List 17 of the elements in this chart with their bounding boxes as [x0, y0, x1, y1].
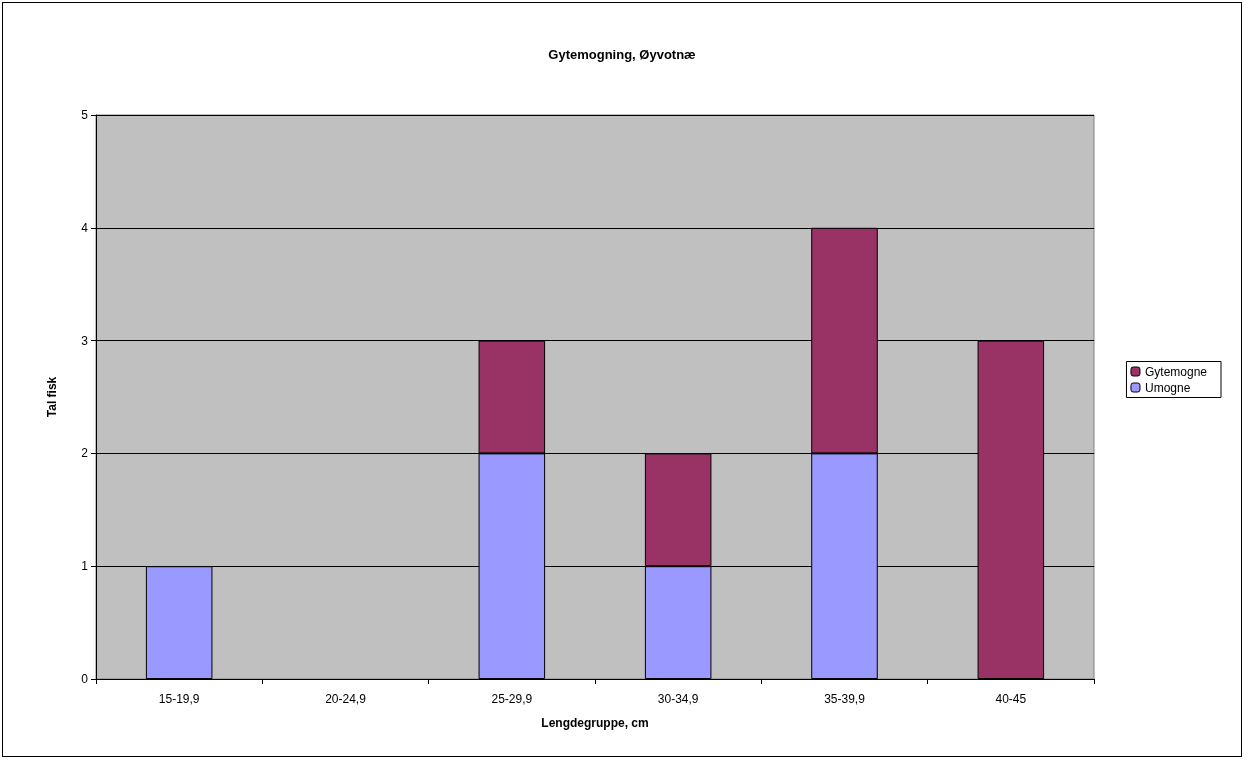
x-axis-title: Lengdegruppe, cm	[541, 716, 649, 730]
y-tick-label: 4	[81, 220, 89, 235]
y-axis-title: Tal fisk	[45, 376, 59, 418]
x-tick-label: 35-39,9	[824, 692, 866, 706]
x-tick-label: 25-29,9	[491, 692, 533, 706]
y-tick-label: 0	[81, 672, 89, 686]
x-tick-label: 40-45	[995, 692, 1027, 706]
legend-label: Gytemogne	[1144, 364, 1208, 379]
x-tick-label: 15-19,9	[158, 692, 200, 706]
chart-title: Gytemogning, Øyvotnæ	[548, 47, 697, 62]
y-tick-label: 1	[81, 559, 89, 574]
x-tick-label: 20-24,9	[325, 692, 367, 706]
x-tick-label: 30-34,9	[657, 692, 699, 706]
legend-label: Umogne	[1144, 380, 1191, 395]
y-tick-label: 5	[81, 108, 89, 122]
y-tick-label: 2	[81, 446, 89, 461]
y-tick-label: 3	[81, 333, 89, 348]
